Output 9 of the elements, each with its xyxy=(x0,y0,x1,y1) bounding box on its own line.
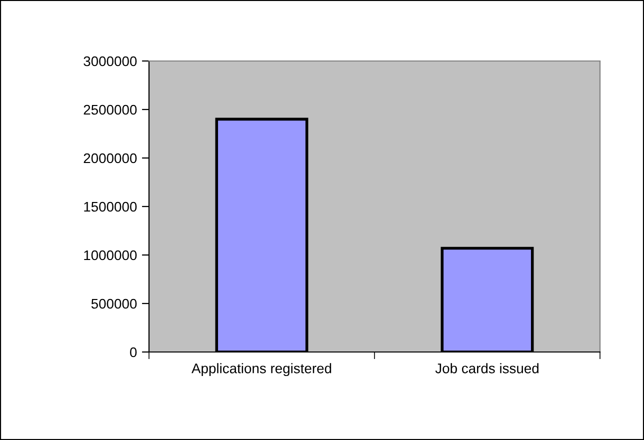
y-tick-label: 1000000 xyxy=(84,250,137,260)
y-tick-label: 2000000 xyxy=(84,153,137,164)
y-tick-label: 3000000 xyxy=(84,56,137,66)
y-tick-label: 0 xyxy=(130,347,137,358)
x-tick-label: Applications registered xyxy=(192,363,332,376)
x-tick-label: Job cards issued xyxy=(435,363,538,374)
y-tick-label: 500000 xyxy=(91,298,137,309)
y-tick-label: 2500000 xyxy=(84,104,137,115)
y-tick-label: 1500000 xyxy=(84,202,137,212)
